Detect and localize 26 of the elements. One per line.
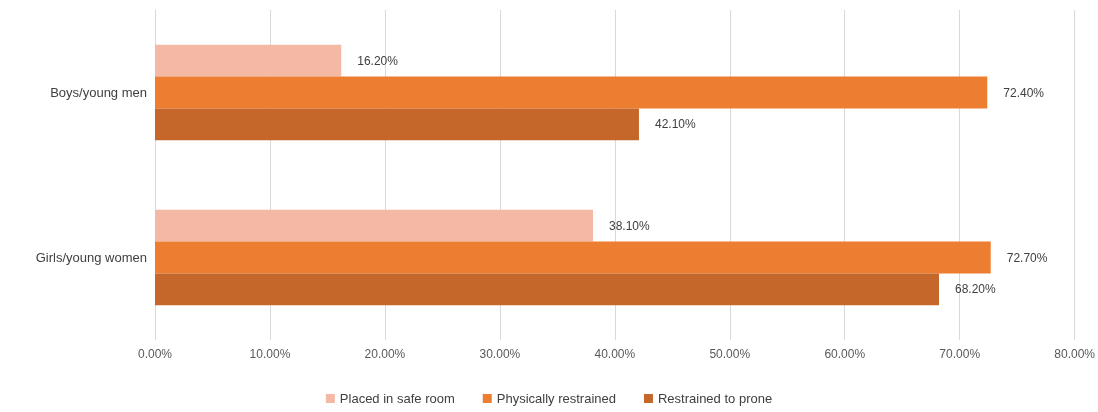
x-tick-label: 40.00% [594,347,636,361]
x-tick-label: 10.00% [249,347,291,361]
bar [155,209,593,242]
x-tick-label: 70.00% [939,347,981,361]
bar [155,273,939,306]
bar [155,241,991,274]
x-tick-label: 80.00% [1054,347,1096,361]
data-label: 72.70% [1006,250,1048,265]
legend-label: Physically restrained [496,391,616,406]
bar [155,108,639,141]
x-tick-label: 30.00% [479,347,521,361]
data-label: 16.20% [357,53,399,68]
data-label: 72.40% [1003,85,1045,100]
y-tick-label: Boys/young men [50,85,147,100]
data-label: 42.10% [654,117,696,132]
x-tick-label: 0.00% [137,347,173,361]
x-tick-label: 60.00% [824,347,866,361]
legend-label: Restrained to prone [657,391,773,406]
x-tick-label: 20.00% [364,347,406,361]
bar [155,76,988,109]
bar [155,44,342,77]
x-tick-label: 50.00% [709,347,751,361]
y-tick-label: Girls/young women [35,250,147,265]
data-label: 38.10% [608,218,651,233]
data-label: 68.20% [955,282,997,297]
legend-label: Placed in safe room [339,391,455,406]
